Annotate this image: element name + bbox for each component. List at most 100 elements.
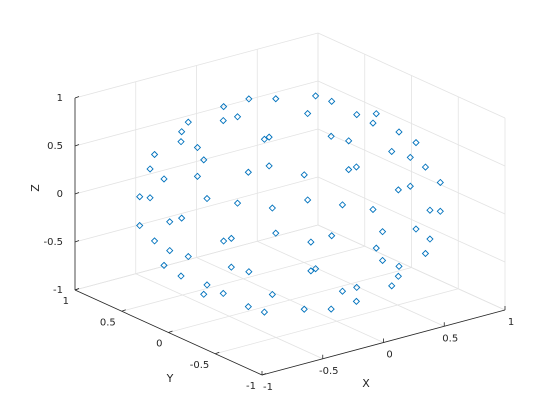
z-tick bbox=[74, 144, 80, 147]
point bbox=[421, 249, 430, 258]
point bbox=[184, 252, 192, 261]
point bbox=[388, 147, 396, 156]
grid-line bbox=[317, 176, 506, 263]
point bbox=[353, 110, 361, 119]
point bbox=[394, 272, 402, 280]
z-tick-label: 0 bbox=[57, 189, 63, 200]
point bbox=[260, 135, 269, 143]
point bbox=[268, 204, 276, 212]
point bbox=[160, 261, 168, 270]
x-tick-label: -0.5 bbox=[319, 366, 339, 377]
point bbox=[426, 235, 434, 243]
point bbox=[369, 205, 377, 214]
z-tick-label: -1 bbox=[53, 285, 63, 296]
point bbox=[184, 118, 192, 126]
point bbox=[406, 182, 414, 190]
point bbox=[150, 150, 159, 159]
point bbox=[345, 137, 353, 145]
point bbox=[268, 290, 276, 299]
point bbox=[219, 289, 227, 298]
point bbox=[304, 109, 312, 118]
point bbox=[193, 143, 202, 152]
grid-line bbox=[74, 128, 319, 195]
point bbox=[260, 308, 269, 316]
x-tick-label: 0 bbox=[386, 350, 392, 361]
point bbox=[245, 95, 253, 103]
point bbox=[307, 238, 315, 246]
y-tick-label: 1 bbox=[63, 296, 69, 307]
point bbox=[219, 237, 228, 245]
point bbox=[244, 168, 252, 176]
point bbox=[166, 218, 174, 226]
point bbox=[378, 256, 387, 265]
point bbox=[426, 206, 434, 214]
grid-line bbox=[168, 267, 412, 333]
grid-line bbox=[74, 176, 319, 243]
point bbox=[338, 201, 347, 209]
grid-line bbox=[317, 224, 506, 311]
point bbox=[177, 272, 185, 280]
x-tick-label: -1 bbox=[263, 382, 273, 393]
point bbox=[406, 153, 414, 162]
x-axis-label: X bbox=[362, 377, 370, 390]
x-tick-label: 1 bbox=[508, 317, 514, 328]
point bbox=[178, 128, 186, 136]
z-tick bbox=[74, 240, 80, 243]
y-axis-label: Y bbox=[166, 372, 174, 385]
point bbox=[136, 193, 144, 201]
point bbox=[219, 116, 227, 125]
point bbox=[146, 194, 154, 202]
point bbox=[146, 165, 154, 173]
point bbox=[352, 297, 361, 306]
point bbox=[304, 196, 312, 204]
point bbox=[178, 214, 186, 222]
z-tick-label: -0.5 bbox=[43, 237, 63, 248]
point bbox=[327, 305, 335, 313]
point bbox=[193, 172, 202, 180]
y-tick bbox=[261, 373, 267, 376]
point bbox=[160, 175, 168, 183]
point bbox=[272, 95, 280, 103]
point bbox=[327, 132, 335, 140]
point bbox=[227, 263, 235, 271]
point bbox=[395, 128, 403, 136]
y-tick-label: -0.5 bbox=[190, 360, 210, 371]
point bbox=[421, 163, 430, 171]
point bbox=[394, 186, 402, 194]
y-tick bbox=[215, 351, 220, 355]
point bbox=[300, 171, 308, 179]
point bbox=[372, 244, 380, 252]
point bbox=[227, 234, 235, 243]
point bbox=[203, 281, 211, 289]
point bbox=[300, 305, 308, 313]
point bbox=[200, 156, 208, 164]
point bbox=[395, 262, 403, 270]
grid-line bbox=[215, 288, 459, 355]
point bbox=[436, 207, 444, 215]
point bbox=[353, 283, 361, 292]
grid-line bbox=[74, 224, 319, 291]
point bbox=[412, 225, 420, 233]
grid-line bbox=[74, 80, 319, 147]
point bbox=[177, 138, 185, 146]
point bbox=[233, 113, 242, 121]
y-tick-label: -1 bbox=[246, 381, 256, 392]
z-tick-label: 0.5 bbox=[47, 141, 63, 152]
point bbox=[203, 194, 211, 203]
point bbox=[219, 102, 228, 111]
grid-line bbox=[317, 80, 506, 167]
point bbox=[338, 287, 347, 295]
point bbox=[345, 165, 353, 174]
z-axis-label: Z bbox=[29, 184, 42, 192]
point bbox=[200, 290, 208, 298]
grid-line bbox=[317, 32, 506, 119]
point bbox=[378, 228, 387, 236]
y-tick-label: 0.5 bbox=[100, 317, 116, 328]
point bbox=[265, 162, 273, 170]
point bbox=[311, 92, 320, 100]
point bbox=[369, 119, 377, 127]
point bbox=[436, 178, 444, 187]
z-tick-label: 1 bbox=[57, 93, 63, 104]
